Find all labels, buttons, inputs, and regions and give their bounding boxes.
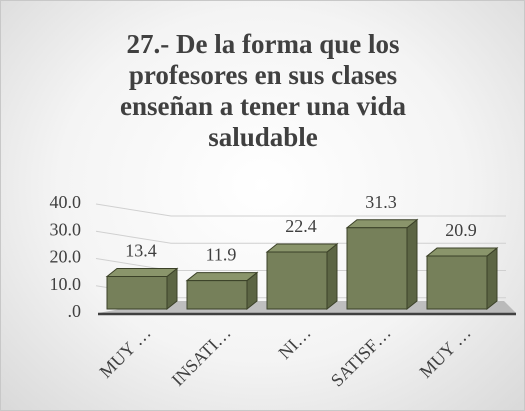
y-tick-label: 30.0 [50,219,82,239]
bar [425,247,499,311]
value-label: 13.4 [125,241,157,261]
y-tick-label: 10.0 [50,274,82,294]
bar-face [266,251,328,310]
value-label: 31.3 [365,192,397,212]
bar-face [185,272,259,282]
chart-title: 27.- De la forma que los profesores en s… [119,29,407,152]
bar-face [425,247,499,257]
y-tick-label: 40.0 [50,192,82,212]
bar-face [186,280,248,310]
bar-face [346,227,408,310]
x-tick-label: MUY … [95,323,154,382]
bar [105,267,179,311]
bar-face [426,255,488,310]
bar-face [345,219,419,229]
x-tick-label: INSATI… [168,323,235,390]
bar-face [265,243,339,253]
bar-face [106,275,168,310]
value-label: 11.9 [206,245,237,265]
y-tick-label: 20.0 [50,247,82,267]
grid-line [95,203,506,217]
bar-face [406,218,418,311]
bar [185,271,259,311]
bar-face [105,267,179,277]
x-tick-label: MUY … [415,323,474,382]
x-tick-label: SATISF… [327,323,395,391]
value-label: 20.9 [445,220,477,240]
value-label: 22.4 [285,216,317,236]
bar [345,218,419,311]
bar-face [326,242,338,311]
y-tick-label: .0 [68,301,82,321]
bar-face [486,247,498,311]
x-tick-label: NI… [274,323,314,363]
bar [265,242,339,311]
